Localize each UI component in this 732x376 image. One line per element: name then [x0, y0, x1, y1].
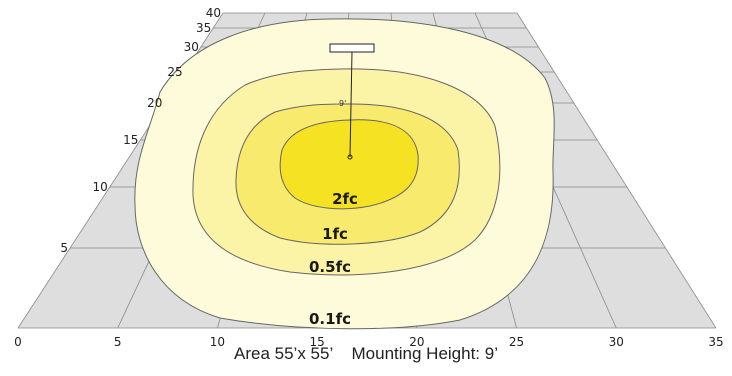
- y-tick: 20: [147, 96, 162, 110]
- contour-label-0.1fc: 0.1fc: [309, 310, 351, 328]
- y-tick: 10: [92, 180, 107, 194]
- contour-2fc: [279, 119, 419, 210]
- fixture-icon: [329, 43, 375, 53]
- y-tick: 40: [206, 6, 221, 20]
- x-tick: 10: [210, 335, 225, 349]
- light-fixture: 9': [329, 43, 375, 160]
- grid-converging-line: [516, 12, 717, 329]
- x-tick: 20: [409, 335, 424, 349]
- y-tick: 15: [123, 133, 138, 147]
- x-tick: 15: [310, 335, 325, 349]
- y-tick: 5: [60, 241, 68, 255]
- y-tick: 30: [184, 40, 199, 54]
- contour-label-2fc: 2fc: [332, 190, 358, 208]
- y-axis-ticks: 5 10 15 20 25 30 35 40: [60, 6, 221, 255]
- y-tick: 25: [167, 65, 182, 79]
- mounting-height-label: 9': [339, 99, 346, 108]
- x-tick: 0: [14, 335, 22, 349]
- x-tick: 5: [114, 335, 122, 349]
- x-tick: 35: [708, 335, 723, 349]
- contour-label-0.5fc: 0.5fc: [309, 258, 351, 276]
- y-tick: 35: [196, 21, 211, 35]
- fixture-aim-point: [347, 154, 353, 160]
- contour-label-1fc: 1fc: [322, 225, 348, 243]
- diagram-caption: Area 55’x 55’ Mounting Height: 9’: [234, 344, 498, 363]
- x-axis-ticks: 0 5 10 15 20 25 30 35: [14, 335, 723, 349]
- mounting-pole-line: [349, 51, 353, 158]
- x-tick: 30: [609, 335, 624, 349]
- x-tick: 25: [509, 335, 524, 349]
